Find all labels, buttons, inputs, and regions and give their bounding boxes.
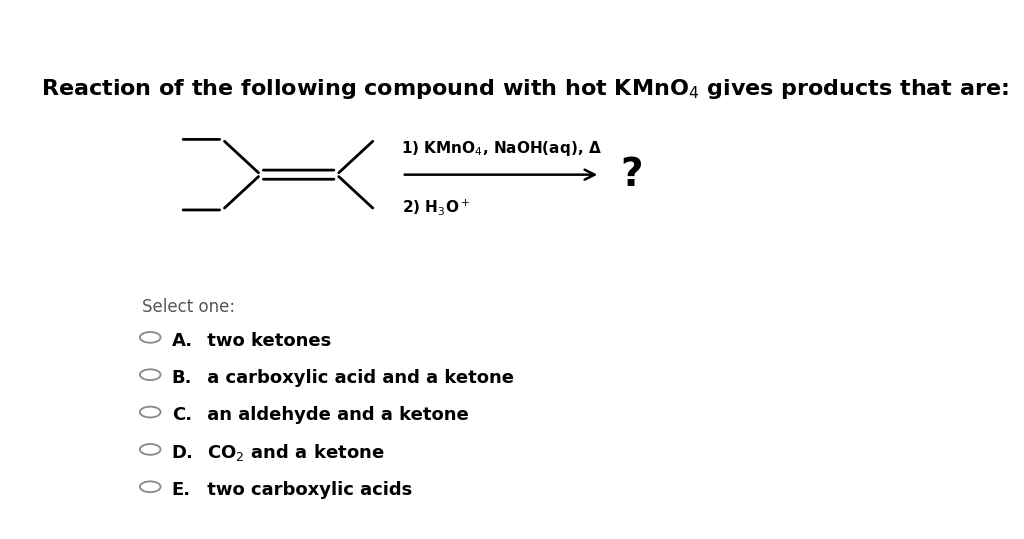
Text: ?: ? [621,156,643,194]
Text: B.: B. [172,369,193,387]
Text: E.: E. [172,481,190,499]
Text: an aldehyde and a ketone: an aldehyde and a ketone [201,406,469,424]
Text: CO$_2$ and a ketone: CO$_2$ and a ketone [201,442,385,463]
Text: D.: D. [172,444,194,462]
Text: 1) KMnO$_4$, NaOH(aq), Δ: 1) KMnO$_4$, NaOH(aq), Δ [400,139,601,158]
Text: A.: A. [172,331,193,350]
Text: a carboxylic acid and a ketone: a carboxylic acid and a ketone [201,369,514,387]
Text: 2) H$_3$O$^+$: 2) H$_3$O$^+$ [401,197,470,218]
Text: Select one:: Select one: [142,299,236,316]
Text: Reaction of the following compound with hot KMnO$_4$ gives products that are:: Reaction of the following compound with … [41,77,1009,101]
Text: C.: C. [172,406,191,424]
Text: two ketones: two ketones [201,331,331,350]
Text: two carboxylic acids: two carboxylic acids [201,481,413,499]
